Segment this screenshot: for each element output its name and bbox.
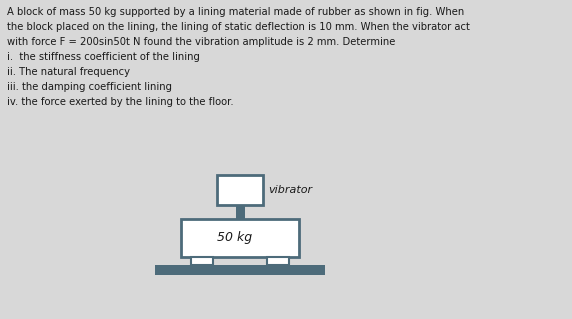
Text: the block placed on the lining, the lining of static deflection is 10 mm. When t: the block placed on the lining, the lini…	[7, 22, 470, 32]
Bar	[181, 219, 299, 257]
Bar	[155, 265, 325, 275]
Text: i.  the stiffness coefficient of the lining: i. the stiffness coefficient of the lini…	[7, 52, 200, 62]
Text: with force F = 200sin50t N found the vibration amplitude is 2 mm. Determine: with force F = 200sin50t N found the vib…	[7, 37, 395, 47]
Bar	[217, 175, 263, 205]
Text: A block of mass 50 kg supported by a lining material made of rubber as shown in : A block of mass 50 kg supported by a lin…	[7, 7, 464, 17]
Bar	[236, 205, 244, 219]
Bar	[267, 257, 289, 265]
Text: vibrator: vibrator	[268, 185, 312, 195]
Bar	[191, 257, 213, 265]
Text: iv. the force exerted by the lining to the floor.: iv. the force exerted by the lining to t…	[7, 97, 233, 107]
Text: ii. The natural frequency: ii. The natural frequency	[7, 67, 130, 77]
Text: 50 kg: 50 kg	[217, 232, 253, 244]
Text: iii. the damping coefficient lining: iii. the damping coefficient lining	[7, 82, 172, 92]
